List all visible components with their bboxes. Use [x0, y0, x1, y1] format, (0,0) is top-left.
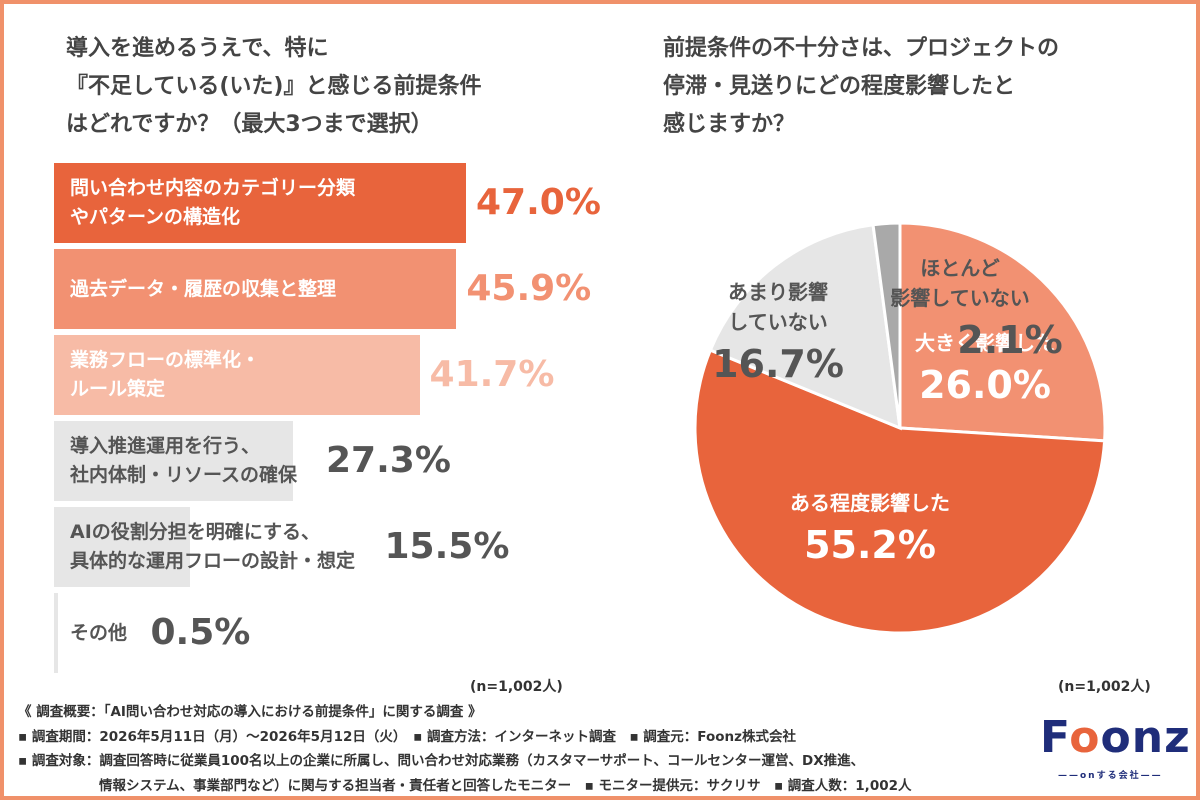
bar: [54, 421, 294, 501]
bar-category-label: 業務フローの標準化・ ルール策定: [70, 346, 260, 404]
left-sample-size: (n=1,002人): [470, 679, 563, 695]
left-question-title: 導入を進めるうえで、特に 『不足している(いた)』と感じる前提条件 はどれですか…: [66, 30, 606, 144]
bar-category-line: 導入推進運用を行う、: [70, 435, 261, 457]
footer-line: 《 調査概要：「AI問い合わせ対応の導入における前提条件」に関する調査 》: [18, 704, 482, 720]
pie-value-text: 55.2%: [804, 523, 936, 567]
pie-category-text: ほとんど: [920, 256, 999, 280]
pie-value-text: 2.1%: [957, 318, 1062, 362]
pie-slice: [871, 221, 902, 429]
bar: [54, 507, 190, 587]
pie-category-text: あまり影響: [728, 280, 828, 304]
bar-value-label: 45.9%: [466, 268, 592, 309]
pie-slice: [898, 221, 1107, 443]
pie-slice: [693, 348, 1107, 635]
right-question-title: 前提条件の不十分さは、プロジェクトの 停滞・見送りにどの程度影響したと 感じます…: [663, 30, 1183, 144]
bar-category-label: 過去データ・履歴の収集と整理: [70, 275, 336, 304]
pie-category-text: していない: [728, 310, 827, 334]
bar-category-label: AIの役割分担を明確にする、具体的な運用フローの設計・想定: [70, 518, 355, 576]
bar-value-label: 15.5%: [384, 526, 510, 567]
bar-value-label: 0.5%: [150, 612, 251, 653]
pie-slice-label: 大きく影響した 26.0%: [915, 331, 1055, 407]
logo-part: F: [1040, 712, 1070, 763]
footer-line: ▪ 調査期間：2026年5月11日（月）〜2026年5月12日（火） ▪ 調査方…: [18, 728, 796, 745]
bar-category-line: 業務フローの標準化・: [70, 349, 261, 371]
footer-line: 情報システム、事業部門など）に関与する担当者・責任者と回答したモニター ▪ モニ…: [18, 777, 912, 794]
right-title-line: 感じますか？: [663, 112, 796, 137]
bar-category-label: その他: [70, 619, 127, 648]
right-sample-size: (n=1,002人): [1058, 679, 1151, 695]
pie-category-text: 影響していない: [890, 286, 1029, 310]
bar: [54, 249, 457, 329]
bar-category-line: その他: [70, 621, 128, 644]
pie-slice-label: ある程度影響した 55.2%: [790, 491, 950, 567]
footer-line: ▪ 調査対象：調査回答時に従業員100名以上の企業に所属し、問い合わせ対応業務（…: [18, 753, 865, 769]
pie-value-text: 16.7%: [712, 342, 844, 386]
logo-part: o: [1069, 712, 1101, 763]
right-title-line: 停滞・見送りにどの程度影響したと: [663, 74, 1016, 99]
bar-value-label: 47.0%: [476, 182, 601, 223]
bar-category-line: 問い合わせ内容のカテゴリー分類: [70, 177, 356, 199]
bar-category-line: やパターンの構造化: [70, 206, 241, 228]
bar-category-line: 社内体制・リソースの確保: [70, 464, 298, 486]
logo-wordmark: Foonz: [1040, 712, 1191, 763]
bar-value-label: 41.7%: [429, 354, 555, 395]
bar-category-label: 問い合わせ内容のカテゴリー分類 やパターンの構造化: [70, 174, 355, 232]
survey-footer: 《 調査概要：「AI問い合わせ対応の導入における前提条件」に関する調査 》 ▪ …: [18, 700, 1018, 798]
pie-category-text: ある程度影響した: [790, 491, 950, 515]
logo-part: onz: [1100, 712, 1191, 763]
bar: [54, 335, 420, 415]
logo-tagline: ——onする会社——: [1058, 771, 1163, 781]
pie-value-text: 26.0%: [919, 363, 1051, 407]
pie-category-text: 大きく影響した: [915, 331, 1055, 355]
left-title-line: 導入を進めるうえで、特に: [66, 36, 329, 61]
bar-category-line: ルール策定: [70, 378, 166, 400]
left-title-line: はどれですか？（最大3つまで選択）: [66, 112, 433, 137]
bar-category-line: 過去データ・履歴の収集と整理: [70, 277, 337, 300]
bar-value-label: 27.3%: [326, 440, 451, 481]
right-title-line: 前提条件の不十分さは、プロジェクトの: [663, 36, 1060, 61]
bar: [54, 163, 466, 243]
bar-category-line: 具体的な運用フローの設計・想定: [70, 550, 356, 572]
bar-category-label: 導入推進運用を行う、社内体制・リソースの確保: [70, 432, 297, 490]
foonz-logo: Foonz ——onする会社——: [1040, 712, 1190, 784]
bar: [54, 593, 59, 673]
left-title-line: 『不足している(いた)』と感じる前提条件: [66, 74, 482, 99]
pie-slice: [708, 223, 902, 431]
bar-category-line: AIの役割分担を明確にする、: [70, 521, 320, 543]
